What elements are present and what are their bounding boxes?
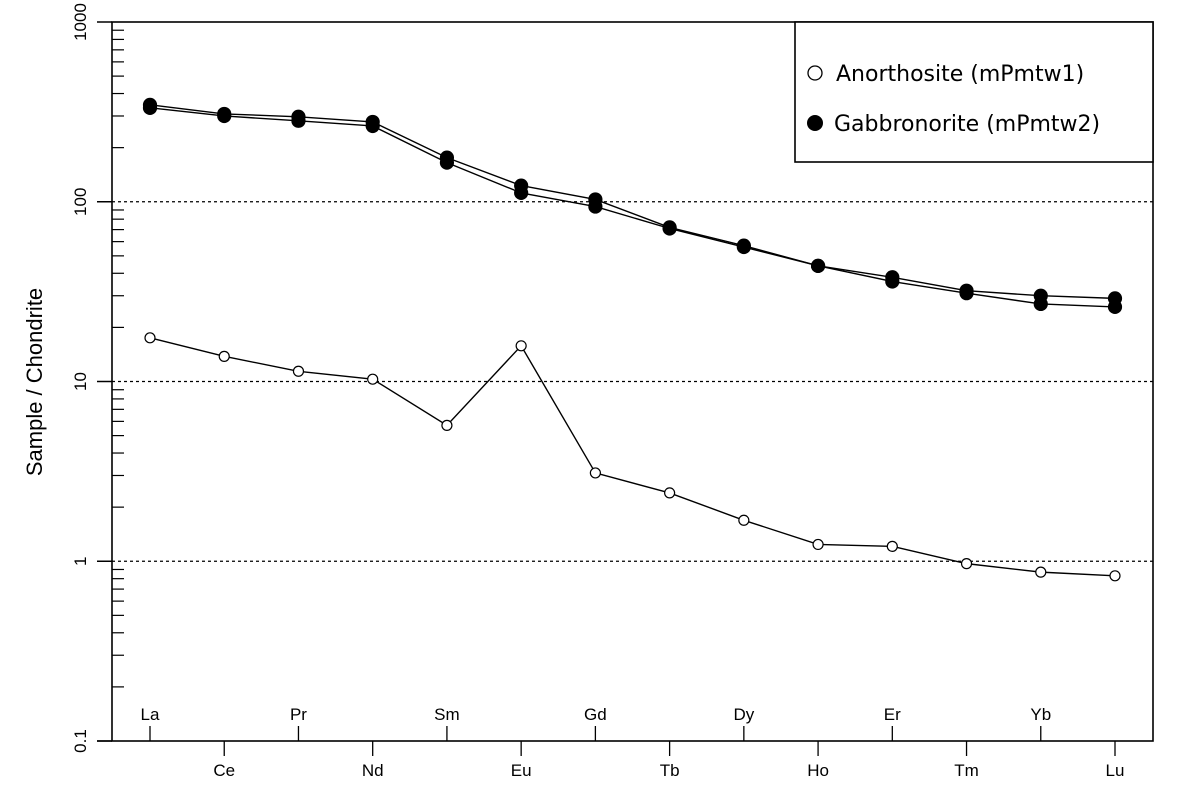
x-tick-label-eu: Eu bbox=[511, 761, 532, 780]
data-point-ce bbox=[218, 350, 230, 362]
x-tick-label-er: Er bbox=[884, 705, 901, 724]
data-point-ho bbox=[810, 258, 826, 273]
data-point-er bbox=[885, 274, 900, 289]
x-tick-label-nd: Nd bbox=[362, 761, 384, 780]
data-point-pr bbox=[291, 113, 306, 128]
data-point-nd bbox=[365, 118, 380, 134]
data-point-tb bbox=[664, 487, 676, 499]
data-point-eu bbox=[514, 185, 529, 201]
data-point-ce bbox=[217, 108, 232, 124]
x-tick-label-gd: Gd bbox=[584, 705, 607, 724]
y-tick-label: 0.1 bbox=[71, 729, 90, 753]
y-axis-label: Sample / Chondrite bbox=[22, 288, 47, 476]
data-point-dy bbox=[736, 239, 751, 255]
y-tick-label: 10 bbox=[71, 372, 90, 391]
x-tick-label-dy: Dy bbox=[733, 705, 754, 724]
x-tick-label-ho: Ho bbox=[807, 761, 829, 780]
data-point-tb bbox=[662, 221, 677, 236]
data-point-yb bbox=[1035, 566, 1047, 578]
x-tick-label-pr: Pr bbox=[290, 705, 307, 724]
series-line bbox=[149, 337, 1116, 577]
series-group bbox=[142, 97, 1123, 582]
data-point-yb bbox=[1033, 296, 1048, 312]
legend-filled-circle-icon bbox=[807, 115, 823, 131]
x-tick-label-tb: Tb bbox=[660, 761, 680, 780]
data-point-la bbox=[142, 100, 158, 115]
data-point-nd bbox=[367, 373, 379, 385]
series-line bbox=[149, 104, 1116, 300]
y-tick-label: 1 bbox=[71, 557, 90, 566]
series-2 bbox=[149, 107, 1116, 308]
data-point-lu bbox=[1107, 299, 1123, 315]
data-point-lu bbox=[1109, 570, 1121, 582]
x-tick-label-lu: Lu bbox=[1106, 761, 1125, 780]
x-tick-label-ce: Ce bbox=[213, 761, 235, 780]
series-line bbox=[149, 107, 1116, 308]
data-point-sm bbox=[441, 419, 453, 431]
series-0 bbox=[149, 337, 1116, 577]
data-point-tm bbox=[960, 558, 973, 570]
x-tick-label-tm: Tm bbox=[954, 761, 979, 780]
data-point-pr bbox=[292, 365, 305, 377]
data-point-gd bbox=[589, 467, 601, 479]
legend: Anorthosite (mPmtw1) Gabbronorite (mPmtw… bbox=[794, 21, 1154, 163]
data-point-ho bbox=[812, 538, 824, 551]
x-axis: La Ce Pr Nd Sm Eu Gd Tb Dy Ho Er Tm Yb Lu bbox=[141, 705, 1125, 780]
gridlines bbox=[112, 201, 1153, 562]
x-tick-label-yb: Yb bbox=[1030, 705, 1051, 724]
y-axis: 0.1 1 10 100 1000 bbox=[71, 3, 124, 753]
x-tick-label-sm: Sm bbox=[434, 705, 460, 724]
data-point-er bbox=[886, 540, 898, 552]
x-tick-label-la: La bbox=[141, 705, 160, 724]
data-point-gd bbox=[588, 199, 603, 214]
data-point-la bbox=[144, 332, 156, 344]
legend-box bbox=[794, 21, 1154, 163]
y-tick-label: 100 bbox=[71, 188, 90, 216]
legend-open-circle-icon bbox=[807, 65, 823, 81]
data-point-eu bbox=[515, 340, 527, 352]
data-point-sm bbox=[439, 155, 455, 170]
y-tick-label: 1000 bbox=[71, 3, 90, 41]
data-point-dy bbox=[738, 514, 750, 526]
legend-label-anorthosite: Anorthosite (mPmtw1) bbox=[836, 62, 1084, 87]
series-1 bbox=[149, 104, 1116, 300]
legend-label-gabbronorite: Gabbronorite (mPmtw2) bbox=[834, 112, 1100, 137]
data-point-tm bbox=[959, 286, 974, 301]
